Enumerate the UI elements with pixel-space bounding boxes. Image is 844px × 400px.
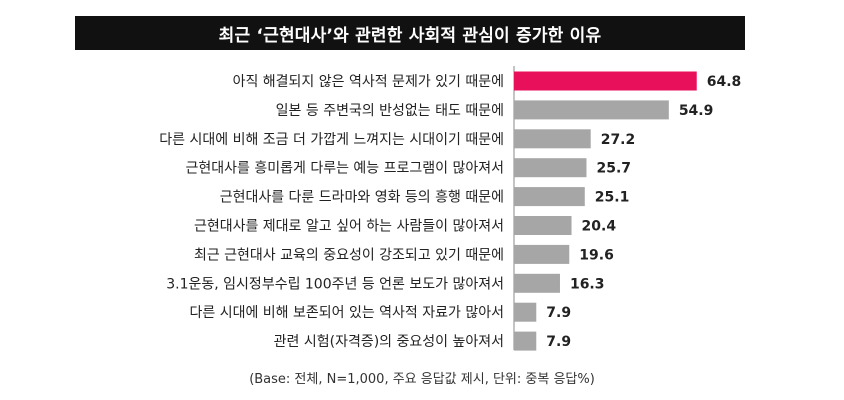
bar bbox=[514, 216, 572, 235]
bar bbox=[514, 331, 537, 351]
bar bbox=[514, 244, 570, 264]
chart-footnote: (Base: 전체, N=1,000, 주요 응답값 제시, 단위: 중복 응답… bbox=[249, 372, 595, 387]
category-label: 다른 시대에 비해 조금 더 가깝게 느껴지는 시대이기 때문에 bbox=[159, 132, 504, 148]
value-label: 7.9 bbox=[546, 334, 571, 350]
bar bbox=[514, 158, 587, 178]
value-label: 64.8 bbox=[707, 74, 742, 90]
category-label: 다른 시대에 비해 보존되어 있는 역사적 자료가 많아서 bbox=[189, 305, 504, 321]
value-label: 27.2 bbox=[601, 132, 636, 148]
bar bbox=[514, 100, 669, 120]
value-label: 25.7 bbox=[596, 161, 631, 177]
bar bbox=[514, 187, 585, 207]
category-label: 일본 등 주변국의 반성없는 태도 때문에 bbox=[276, 103, 504, 119]
value-label: 25.1 bbox=[595, 190, 630, 206]
bar bbox=[514, 302, 537, 322]
category-label: 최근 근현대사 교육의 중요성이 강조되고 있기 때문에 bbox=[194, 247, 504, 263]
value-label: 7.9 bbox=[546, 305, 571, 321]
category-label: 관련 시험(자격증)의 중요성이 높아져서 bbox=[274, 334, 504, 350]
bar bbox=[514, 273, 560, 293]
bar bbox=[514, 129, 591, 149]
bar bbox=[514, 71, 697, 91]
category-label: 근현대사를 흥미롭게 다루는 예능 프로그램이 많아져서 bbox=[186, 161, 505, 177]
category-label: 3.1운동, 임시정부수립 100주년 등 언론 보도가 많아져서 bbox=[166, 276, 504, 292]
value-label: 16.3 bbox=[570, 276, 605, 292]
bar-chart: 아직 해결되지 않은 역사적 문제가 있기 때문에 64.8 일본 등 주변국의 반… bbox=[159, 66, 742, 351]
category-label: 근현대사를 다룬 드라마와 영화 등의 흥행 때문에 bbox=[220, 190, 504, 206]
value-label: 20.4 bbox=[582, 219, 617, 235]
category-label: 근현대사를 제대로 알고 싶어 하는 사람들이 많아져서 bbox=[194, 219, 504, 235]
chart-title: 최근 ‘근현대사’와 관련한 사회적 관심이 증가한 이유 bbox=[75, 16, 745, 50]
value-label: 54.9 bbox=[679, 103, 714, 119]
value-label: 19.6 bbox=[579, 247, 614, 263]
category-label: 아직 해결되지 않은 역사적 문제가 있기 때문에 bbox=[233, 74, 504, 90]
